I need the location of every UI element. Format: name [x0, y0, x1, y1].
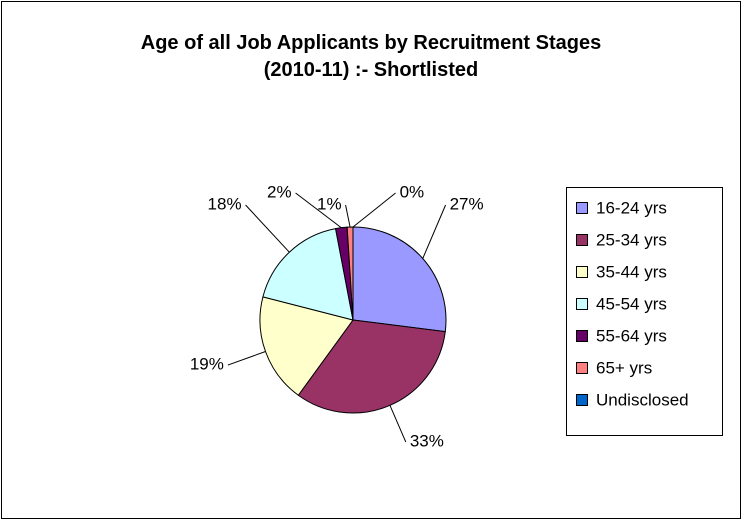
legend-swatch [576, 202, 588, 214]
legend-swatch [576, 394, 588, 406]
data-label: 0% [400, 182, 425, 201]
legend-label: 16-24 yrs [596, 198, 667, 217]
pie-slice [262, 228, 354, 321]
legend-label: 65+ yrs [596, 358, 652, 377]
data-label: 19% [190, 355, 224, 374]
data-label: 1% [317, 194, 342, 213]
legend-swatch [576, 330, 588, 342]
legend-label: 35-44 yrs [596, 262, 667, 281]
data-label: 33% [410, 432, 444, 451]
chart-title: Age of all Job Applicants by Recruitment… [140, 32, 602, 81]
legend-swatch [576, 234, 588, 246]
legend-swatch [576, 266, 588, 278]
leader-line [352, 192, 396, 228]
legend-box [566, 187, 723, 436]
leader-line [295, 192, 342, 229]
leader-line [345, 204, 351, 228]
legend-label: 55-64 yrs [596, 326, 667, 345]
leader-line [389, 405, 407, 443]
legend-swatch [576, 298, 588, 310]
legend-swatch [576, 362, 588, 374]
legend-label: 45-54 yrs [596, 294, 667, 313]
leader-line [227, 351, 266, 366]
data-label: 27% [450, 194, 484, 213]
data-label: 18% [208, 194, 242, 213]
leader-line [245, 204, 290, 253]
leader-line [422, 204, 447, 259]
legend-label: Undisclosed [596, 390, 689, 409]
data-label: 2% [267, 182, 292, 201]
legend-label: 25-34 yrs [596, 230, 667, 249]
